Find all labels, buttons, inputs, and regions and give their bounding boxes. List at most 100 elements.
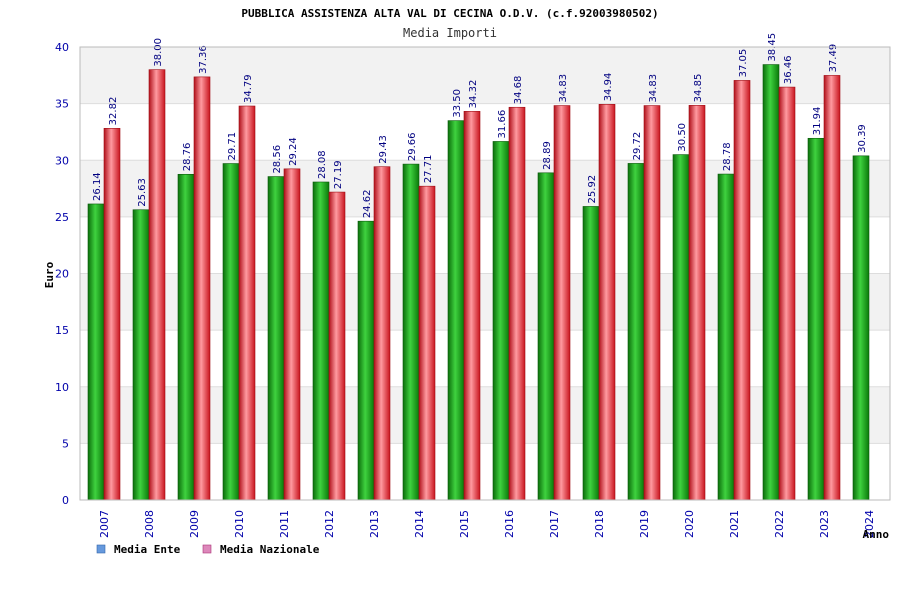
x-tick-labels: 2007 2008 2009 2010 2011 2012 2013 2014 2015 2016… xyxy=(98,510,876,538)
y-axis-label: Euro xyxy=(43,261,56,288)
bar-media-ente-2013 xyxy=(357,220,375,501)
bar-media-ente-2015 xyxy=(447,120,465,501)
plot-band xyxy=(80,47,890,104)
value-label: 28.08 xyxy=(317,150,328,179)
x-tick-label: 2018 xyxy=(593,510,606,538)
x-tick-label: 2016 xyxy=(503,510,516,538)
x-tick-label: 2008 xyxy=(143,510,156,538)
value-label: 28.56 xyxy=(272,145,283,174)
value-label: 34.83 xyxy=(648,74,659,103)
bar-media-nazionale-2017 xyxy=(553,105,571,501)
y-tick-label: 35 xyxy=(55,98,69,111)
value-label: 31.66 xyxy=(497,110,508,139)
value-labels: 26.14 32.82 25.63 38.00 28.76 37.36 29.71 34.79… xyxy=(92,33,868,218)
bar-media-ente-2021 xyxy=(717,173,735,501)
bar-media-nazionale-2007 xyxy=(103,128,121,501)
x-tick-label: 2022 xyxy=(773,510,786,538)
value-label: 27.19 xyxy=(333,160,344,189)
bar-media-nazionale-2009 xyxy=(193,76,211,501)
value-label: 30.50 xyxy=(677,123,688,152)
value-label: 37.36 xyxy=(198,45,209,74)
value-label: 25.92 xyxy=(587,175,598,204)
x-tick-label: 2014 xyxy=(413,510,426,538)
plot-band xyxy=(80,273,890,331)
bar-media-nazionale-2016 xyxy=(508,106,526,501)
legend-swatch-media-nazionale xyxy=(202,544,212,554)
bar-media-ente-2017 xyxy=(537,172,555,501)
y-tick-label: 15 xyxy=(55,324,69,337)
x-tick-label: 2023 xyxy=(818,510,831,538)
value-label: 26.14 xyxy=(92,172,103,201)
y-tick-label: 30 xyxy=(55,154,69,167)
value-label: 28.76 xyxy=(182,143,193,172)
value-label: 34.85 xyxy=(693,74,704,103)
y-tick-label: 25 xyxy=(55,211,69,224)
y-tick-label: 0 xyxy=(62,494,69,507)
x-tick-label: 2015 xyxy=(458,510,471,538)
x-tick-label: 2021 xyxy=(728,510,741,538)
value-label: 27.71 xyxy=(423,155,434,184)
x-tick-label: 2024 xyxy=(863,510,876,538)
bar-media-ente-2011 xyxy=(267,176,285,501)
y-tick-label: 10 xyxy=(55,381,69,394)
value-label: 38.00 xyxy=(153,38,164,67)
value-label: 34.94 xyxy=(603,73,614,102)
bars xyxy=(87,64,870,501)
y-tick-labels: 0 5 10 15 20 25 30 35 40 xyxy=(55,41,69,507)
x-tick-label: 2011 xyxy=(278,510,291,538)
bar-media-nazionale-2018 xyxy=(598,104,616,501)
plot-frame xyxy=(79,46,891,501)
value-label: 34.68 xyxy=(513,76,524,105)
value-label: 37.49 xyxy=(828,44,839,73)
bar-media-ente-2007 xyxy=(87,203,105,501)
bar-media-nazionale-2014 xyxy=(418,185,436,501)
value-label: 28.89 xyxy=(542,141,553,170)
legend-label-media-ente: Media Ente xyxy=(114,543,181,556)
bar-media-nazionale-2011 xyxy=(283,168,301,501)
x-tick-label: 2017 xyxy=(548,510,561,538)
y-tick-label: 5 xyxy=(62,437,69,450)
bar-media-nazionale-2008 xyxy=(148,69,166,501)
value-label: 29.66 xyxy=(407,132,418,161)
bar-media-ente-2023 xyxy=(807,137,825,501)
chart-subtitle: Media Importi xyxy=(403,26,497,40)
y-tick-label: 20 xyxy=(55,268,69,281)
value-label: 33.50 xyxy=(452,89,463,118)
bar-media-ente-2008 xyxy=(132,209,150,501)
legend-label-media-nazionale: Media Nazionale xyxy=(220,543,320,556)
bar-media-ente-2020 xyxy=(672,154,690,501)
value-label: 34.79 xyxy=(243,74,254,103)
bar-media-ente-2010 xyxy=(222,163,240,501)
value-label: 30.39 xyxy=(857,124,868,153)
value-label: 25.63 xyxy=(137,178,148,207)
x-tick-label: 2012 xyxy=(323,510,336,538)
bar-media-nazionale-2012 xyxy=(328,191,346,501)
value-label: 29.71 xyxy=(227,132,238,161)
bar-media-nazionale-2019 xyxy=(643,105,661,501)
value-label: 29.24 xyxy=(288,137,299,166)
legend-swatch-media-ente xyxy=(96,544,106,554)
bar-media-nazionale-2022 xyxy=(778,86,796,501)
bar-media-ente-2016 xyxy=(492,141,510,501)
value-label: 36.46 xyxy=(783,55,794,84)
axes xyxy=(79,46,891,501)
value-label: 37.05 xyxy=(738,49,749,78)
bar-media-nazionale-2020 xyxy=(688,105,706,501)
bar-media-ente-2014 xyxy=(402,163,420,501)
x-axis-label: Anno xyxy=(863,528,890,541)
value-label: 32.82 xyxy=(108,97,119,126)
bar-media-nazionale-2010 xyxy=(238,105,256,501)
chart-title: PUBBLICA ASSISTENZA ALTA VAL DI CECINA O… xyxy=(241,7,658,20)
bar-media-ente-2022 xyxy=(762,64,780,501)
x-tick-label: 2019 xyxy=(638,510,651,538)
bar-media-nazionale-2013 xyxy=(373,166,391,501)
value-label: 31.94 xyxy=(812,107,823,136)
x-tick-label: 2009 xyxy=(188,510,201,538)
x-tick-label: 2013 xyxy=(368,510,381,538)
y-tick-label: 40 xyxy=(55,41,69,54)
x-tick-label: 2007 xyxy=(98,510,111,538)
bar-media-ente-2018 xyxy=(582,206,600,501)
bar-media-nazionale-2021 xyxy=(733,80,751,501)
value-label: 29.43 xyxy=(378,135,389,164)
